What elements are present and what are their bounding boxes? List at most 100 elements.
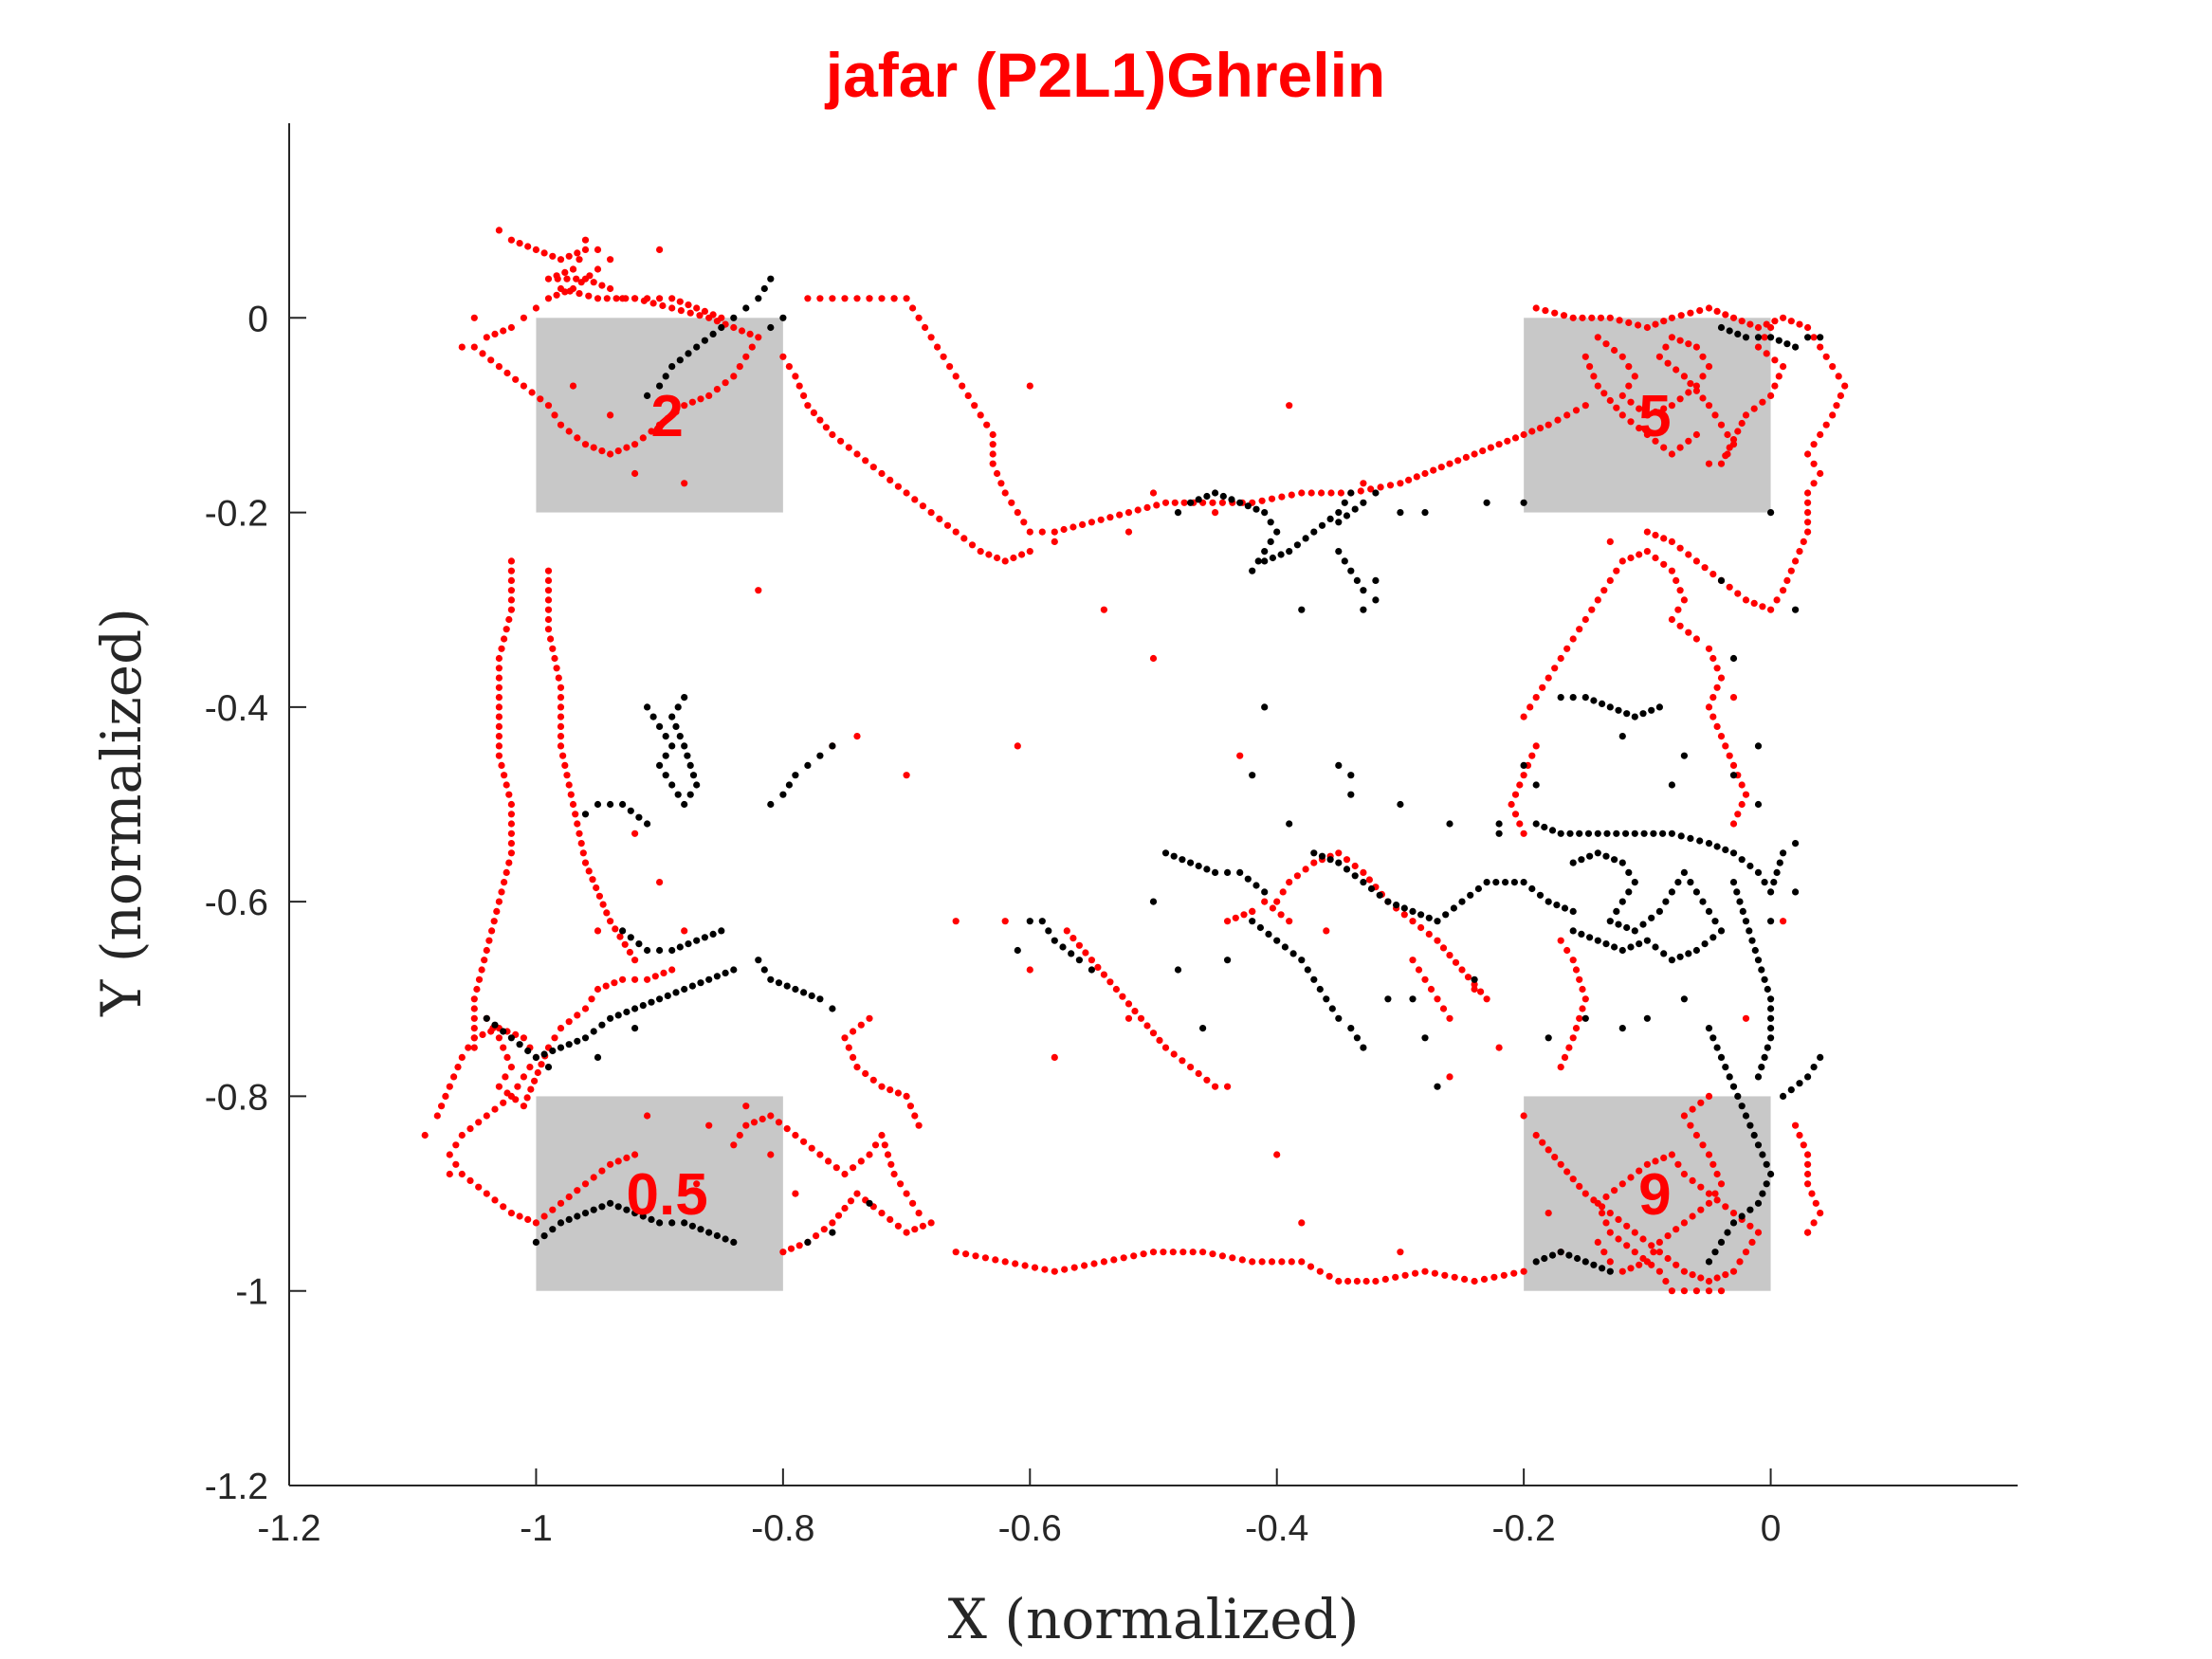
data-point — [1579, 314, 1586, 321]
data-point — [1180, 499, 1188, 506]
data-point — [1278, 1258, 1286, 1266]
data-point — [1124, 1014, 1133, 1022]
data-point — [1713, 665, 1721, 672]
data-point — [878, 469, 886, 478]
data-point — [1244, 502, 1252, 510]
data-point — [507, 1064, 516, 1071]
data-point — [1548, 1251, 1557, 1259]
data-point — [1357, 487, 1364, 495]
data-point — [577, 840, 585, 848]
data-point — [701, 934, 709, 941]
data-point — [648, 1215, 655, 1223]
data-point — [495, 703, 503, 711]
data-point — [1557, 1064, 1564, 1071]
data-point — [544, 295, 553, 302]
data-point — [1318, 521, 1326, 529]
data-point — [1692, 382, 1700, 390]
data-point — [1051, 528, 1058, 536]
data-point — [1841, 382, 1849, 390]
data-point — [534, 1068, 541, 1077]
data-point — [1536, 425, 1545, 432]
data-point — [1780, 314, 1787, 321]
zone-rect — [536, 318, 783, 513]
data-point — [520, 1103, 528, 1110]
data-point — [544, 1064, 553, 1071]
data-point — [825, 1158, 832, 1165]
data-point — [540, 1232, 548, 1240]
data-point — [866, 1014, 873, 1022]
data-point — [1687, 1121, 1694, 1129]
data-point — [507, 811, 516, 818]
data-point — [1606, 396, 1614, 405]
data-point — [1746, 320, 1754, 328]
data-point — [544, 567, 553, 574]
data-point — [656, 295, 664, 302]
data-point — [1767, 995, 1775, 1003]
data-point — [909, 1199, 917, 1207]
data-point — [1742, 1249, 1750, 1256]
data-point — [857, 1021, 865, 1029]
data-point — [1804, 528, 1812, 536]
data-point — [1106, 978, 1114, 986]
data-point — [1236, 499, 1244, 506]
data-point — [1627, 943, 1635, 951]
data-point — [565, 1018, 573, 1026]
data-point — [450, 1073, 458, 1081]
data-point — [1689, 1105, 1696, 1113]
data-point — [1717, 576, 1726, 585]
data-point — [557, 284, 565, 293]
data-point — [507, 236, 516, 244]
data-point — [1545, 1034, 1552, 1042]
data-point — [1010, 554, 1017, 562]
data-point — [1120, 1254, 1127, 1262]
data-point — [557, 742, 565, 750]
data-point — [524, 243, 532, 250]
data-point — [1655, 1249, 1663, 1256]
data-point — [1640, 830, 1648, 837]
data-point — [557, 684, 565, 691]
data-point — [1327, 489, 1335, 497]
data-point — [607, 800, 614, 809]
data-point — [1709, 713, 1717, 720]
data-point — [551, 411, 558, 419]
data-point — [1677, 312, 1685, 319]
data-point — [878, 1210, 886, 1217]
data-point — [565, 781, 573, 789]
data-point — [1643, 548, 1651, 556]
data-point — [470, 1044, 478, 1051]
data-point — [1717, 1053, 1726, 1061]
data-point — [1140, 1250, 1147, 1258]
data-point — [1174, 966, 1182, 974]
data-point — [940, 353, 947, 360]
data-point — [549, 1047, 557, 1055]
data-point — [656, 246, 664, 253]
data-point — [483, 334, 490, 341]
data-point — [1471, 985, 1478, 994]
data-point — [569, 800, 577, 809]
data-point — [890, 1170, 898, 1178]
data-point — [1557, 937, 1564, 944]
data-point — [1780, 587, 1787, 594]
data-point — [1351, 505, 1359, 513]
data-point — [581, 246, 590, 253]
data-point — [627, 807, 634, 814]
data-point — [869, 464, 877, 471]
data-point — [421, 1131, 429, 1139]
data-point — [779, 791, 787, 798]
data-point — [909, 304, 917, 312]
data-point — [1100, 971, 1107, 978]
data-point — [1161, 1044, 1170, 1051]
data-point — [1631, 927, 1638, 935]
data-point — [1020, 519, 1028, 526]
data-point — [523, 1094, 531, 1102]
data-point — [1729, 1210, 1738, 1217]
data-point — [1412, 1269, 1419, 1277]
data-point — [1310, 528, 1318, 536]
data-point — [1810, 460, 1818, 467]
data-point — [656, 995, 664, 1003]
data-point — [857, 1158, 865, 1165]
data-point — [1767, 509, 1775, 517]
data-point — [681, 927, 688, 935]
data-point — [977, 411, 984, 419]
data-point — [1335, 1014, 1343, 1022]
